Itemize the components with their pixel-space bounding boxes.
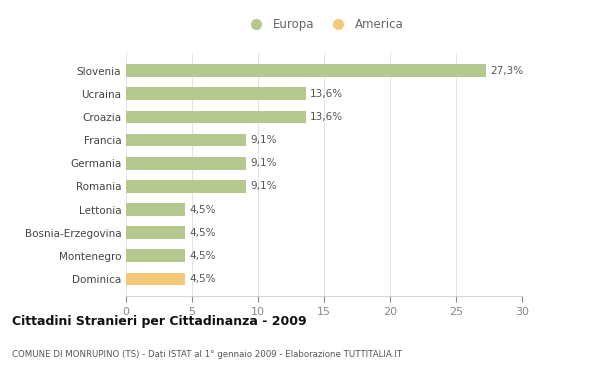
Bar <box>126 157 246 169</box>
Text: Cittadini Stranieri per Cittadinanza - 2009: Cittadini Stranieri per Cittadinanza - 2… <box>12 315 307 328</box>
Text: COMUNE DI MONRUPINO (TS) - Dati ISTAT al 1° gennaio 2009 - Elaborazione TUTTITAL: COMUNE DI MONRUPINO (TS) - Dati ISTAT al… <box>12 350 402 359</box>
Text: 9,1%: 9,1% <box>250 158 277 168</box>
Text: 9,1%: 9,1% <box>250 181 277 192</box>
Bar <box>126 111 305 123</box>
Bar <box>126 249 185 262</box>
Text: 4,5%: 4,5% <box>190 228 216 238</box>
Text: 4,5%: 4,5% <box>190 204 216 215</box>
Text: 27,3%: 27,3% <box>490 66 523 76</box>
Bar <box>126 203 185 216</box>
Bar <box>126 87 305 100</box>
Text: 13,6%: 13,6% <box>310 112 343 122</box>
Text: 9,1%: 9,1% <box>250 135 277 145</box>
Bar <box>126 272 185 285</box>
Legend: Europa, America: Europa, America <box>242 15 406 33</box>
Text: 4,5%: 4,5% <box>190 251 216 261</box>
Bar <box>126 64 487 77</box>
Bar <box>126 180 246 193</box>
Text: 13,6%: 13,6% <box>310 89 343 99</box>
Bar <box>126 134 246 146</box>
Bar <box>126 226 185 239</box>
Text: 4,5%: 4,5% <box>190 274 216 284</box>
